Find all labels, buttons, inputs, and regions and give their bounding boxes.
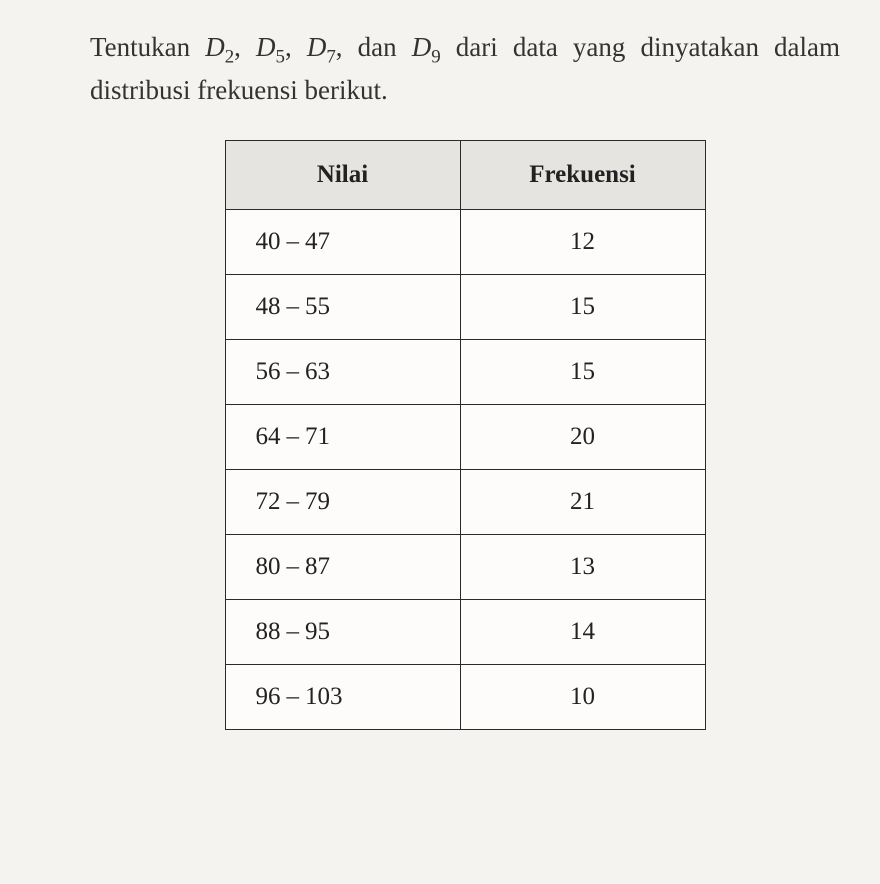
table-row: 96–103 10 [225, 664, 705, 729]
cell-frek: 10 [460, 664, 705, 729]
cell-frek: 14 [460, 599, 705, 664]
table-row: 56–63 15 [225, 339, 705, 404]
var-d2: D2 [205, 32, 234, 62]
col-header-nilai: Nilai [225, 140, 460, 209]
cell-frek: 12 [460, 209, 705, 274]
cell-nilai: 40–47 [225, 209, 460, 274]
table-wrap: Nilai Frekuensi 40–47 12 48–55 15 56–63 … [90, 140, 840, 730]
cell-nilai: 88–95 [225, 599, 460, 664]
sep1: , [234, 32, 256, 62]
table-row: 48–55 15 [225, 274, 705, 339]
table-row: 64–71 20 [225, 404, 705, 469]
col-header-frekuensi: Frekuensi [460, 140, 705, 209]
cell-nilai: 96–103 [225, 664, 460, 729]
var-d5: D5 [256, 32, 285, 62]
cell-nilai: 56–63 [225, 339, 460, 404]
table-row: 40–47 12 [225, 209, 705, 274]
table-header-row: Nilai Frekuensi [225, 140, 705, 209]
var-d9: D9 [412, 32, 441, 62]
table-row: 72–79 21 [225, 469, 705, 534]
cell-frek: 15 [460, 339, 705, 404]
cell-nilai: 48–55 [225, 274, 460, 339]
cell-frek: 21 [460, 469, 705, 534]
cell-frek: 15 [460, 274, 705, 339]
cell-nilai: 72–79 [225, 469, 460, 534]
table-body: 40–47 12 48–55 15 56–63 15 64–71 20 72–7… [225, 209, 705, 729]
question-pre: Tentukan [90, 32, 205, 62]
page-root: Tentukan D2, D5, D7, dan D9 dari data ya… [0, 0, 880, 750]
cell-frek: 20 [460, 404, 705, 469]
sep3: , dan [336, 32, 412, 62]
cell-nilai: 80–87 [225, 534, 460, 599]
cell-nilai: 64–71 [225, 404, 460, 469]
frequency-table: Nilai Frekuensi 40–47 12 48–55 15 56–63 … [225, 140, 706, 730]
table-row: 88–95 14 [225, 599, 705, 664]
table-row: 80–87 13 [225, 534, 705, 599]
question-text: Tentukan D2, D5, D7, dan D9 dari data ya… [90, 28, 840, 110]
sep2: , [285, 32, 307, 62]
var-d7: D7 [307, 32, 336, 62]
cell-frek: 13 [460, 534, 705, 599]
